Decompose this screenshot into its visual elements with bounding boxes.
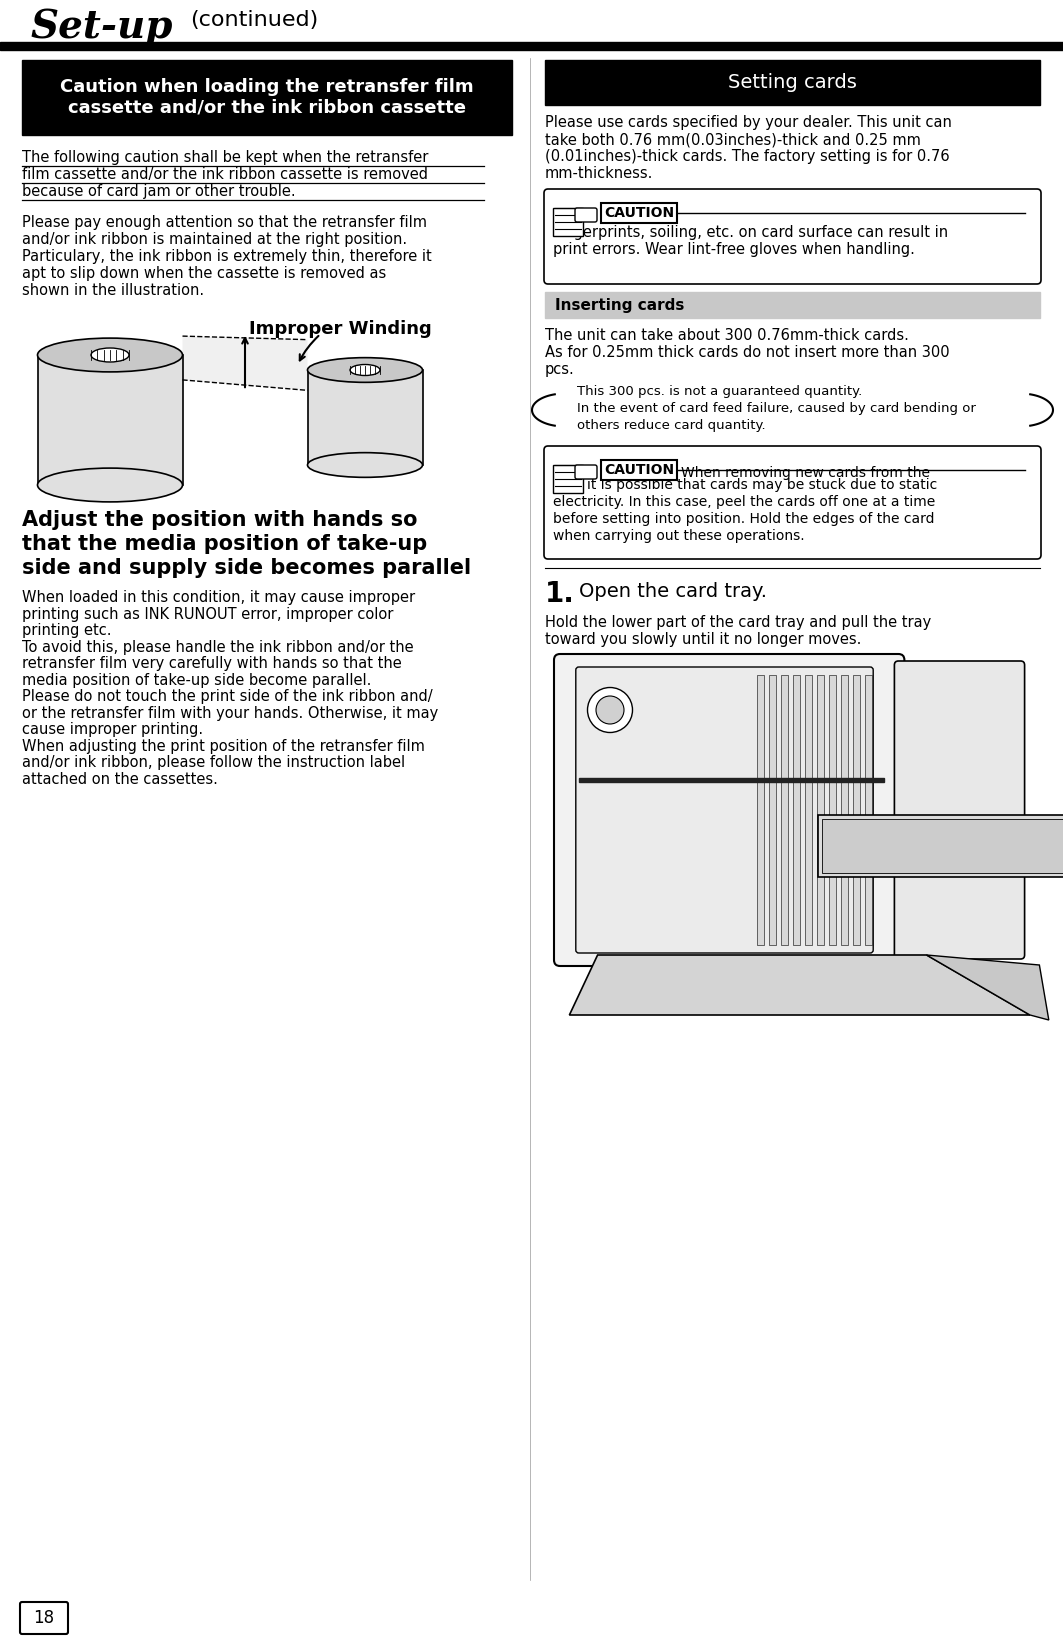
Text: Please pay enough attention so that the retransfer film: Please pay enough attention so that the … [22,215,427,230]
FancyBboxPatch shape [544,447,1041,558]
Text: Please use cards specified by your dealer. This unit can: Please use cards specified by your deale… [545,115,951,130]
Bar [817,675,825,946]
Ellipse shape [37,468,183,502]
Bar [307,369,422,465]
Ellipse shape [307,358,422,383]
Text: electricity. In this case, peel the cards off one at a time: electricity. In this case, peel the card… [553,494,935,509]
Text: CAUTION: CAUTION [604,463,674,476]
Text: When loaded in this condition, it may cause improper: When loaded in this condition, it may ca… [22,589,416,604]
Text: printing such as INK RUNOUT error, improper color: printing such as INK RUNOUT error, impro… [22,606,393,622]
FancyBboxPatch shape [817,814,1063,877]
Text: The unit can take about 300 0.76mm-thick cards.: The unit can take about 300 0.76mm-thick… [545,328,909,343]
Polygon shape [570,956,1030,1015]
FancyBboxPatch shape [575,465,597,479]
Bar [601,204,677,223]
Bar [545,61,1040,105]
Polygon shape [927,956,1049,1020]
Text: side and supply side becomes parallel: side and supply side becomes parallel [22,558,471,578]
Text: (0.01inches)-thick cards. The factory setting is for 0.76: (0.01inches)-thick cards. The factory se… [545,149,949,164]
Bar [854,675,860,946]
Text: film cassette and/or the ink ribbon cassette is removed: film cassette and/or the ink ribbon cass… [22,167,428,182]
Ellipse shape [350,365,379,376]
Text: In the event of card feed failure, caused by card bending or: In the event of card feed failure, cause… [577,402,976,415]
Text: Improper Winding: Improper Winding [249,320,432,338]
FancyBboxPatch shape [20,1603,68,1634]
Text: pcs.: pcs. [545,361,575,378]
Ellipse shape [588,688,632,732]
Text: 1.: 1. [545,580,575,608]
Text: box, it is possible that cards may be stuck due to static: box, it is possible that cards may be st… [553,478,938,493]
Text: toward you slowly until it no longer moves.: toward you slowly until it no longer mov… [545,632,861,647]
Text: As for 0.25mm thick cards do not insert more than 300: As for 0.25mm thick cards do not insert … [545,345,949,360]
FancyBboxPatch shape [544,189,1041,284]
Text: printing etc.: printing etc. [22,622,112,639]
Bar [0,43,1063,49]
Text: or the retransfer film with your hands. Otherwise, it may: or the retransfer film with your hands. … [22,706,438,721]
Text: Particulary, the ink ribbon is extremely thin, therefore it: Particulary, the ink ribbon is extremely… [22,250,432,264]
Text: retransfer film very carefully with hands so that the: retransfer film very carefully with hand… [22,657,402,672]
Text: when carrying out these operations.: when carrying out these operations. [553,529,805,544]
Text: Set-up: Set-up [30,8,172,46]
Text: and/or ink ribbon, please follow the instruction label: and/or ink ribbon, please follow the ins… [22,755,405,770]
Text: print errors. Wear lint-free gloves when handling.: print errors. Wear lint-free gloves when… [553,241,915,258]
FancyBboxPatch shape [822,819,1063,874]
Text: To avoid this, please handle the ink ribbon and/or the: To avoid this, please handle the ink rib… [22,639,414,655]
Text: This 300 pcs. is not a guaranteed quantity.: This 300 pcs. is not a guaranteed quanti… [577,384,862,397]
Bar [545,292,1040,319]
FancyBboxPatch shape [894,662,1025,959]
Bar [553,209,583,236]
Text: mm-thickness.: mm-thickness. [545,166,654,181]
Bar [793,675,800,946]
Text: Hold the lower part of the card tray and pull the tray: Hold the lower part of the card tray and… [545,616,931,631]
Text: shown in the illustration.: shown in the illustration. [22,282,204,297]
Text: before setting into position. Hold the edges of the card: before setting into position. Hold the e… [553,512,934,525]
Ellipse shape [307,453,422,478]
Bar [781,675,789,946]
Text: attached on the cassettes.: attached on the cassettes. [22,772,218,787]
Text: Setting cards: Setting cards [728,72,857,92]
Text: When adjusting the print position of the retransfer film: When adjusting the print position of the… [22,739,425,754]
Bar [842,675,848,946]
Bar [806,675,812,946]
Text: that the media position of take-up: that the media position of take-up [22,534,427,553]
Text: Please do not touch the print side of the ink ribbon and/: Please do not touch the print side of th… [22,690,433,704]
FancyBboxPatch shape [554,654,905,965]
Text: 18: 18 [33,1609,54,1627]
FancyBboxPatch shape [576,667,873,952]
Text: others reduce card quantity.: others reduce card quantity. [577,419,765,432]
Text: Inserting cards: Inserting cards [555,297,685,312]
Bar [553,465,583,493]
Text: and/or ink ribbon is maintained at the right position.: and/or ink ribbon is maintained at the r… [22,232,407,246]
Text: (continued): (continued) [190,10,318,30]
Ellipse shape [37,338,183,371]
Bar [601,460,677,479]
Bar [865,675,873,946]
Bar [22,61,512,135]
Text: Fingerprints, soiling, etc. on card surface can result in: Fingerprints, soiling, etc. on card surf… [553,225,948,240]
Text: take both 0.76 mm(0.03inches)-thick and 0.25 mm: take both 0.76 mm(0.03inches)-thick and … [545,131,921,148]
Text: media position of take-up side become parallel.: media position of take-up side become pa… [22,673,371,688]
Text: The following caution shall be kept when the retransfer: The following caution shall be kept when… [22,149,428,164]
Bar [829,675,837,946]
Text: CAUTION: CAUTION [604,205,674,220]
Text: apt to slip down when the cassette is removed as: apt to slip down when the cassette is re… [22,266,386,281]
Ellipse shape [91,348,129,361]
Text: Caution when loading the retransfer film
cassette and/or the ink ribbon cassette: Caution when loading the retransfer film… [61,79,474,117]
Text: Open the card tray.: Open the card tray. [579,581,767,601]
Text: because of card jam or other trouble.: because of card jam or other trouble. [22,184,296,199]
Polygon shape [183,337,307,391]
Text: When removing new cards from the: When removing new cards from the [681,466,930,479]
Bar [770,675,776,946]
FancyBboxPatch shape [575,209,597,222]
Text: Adjust the position with hands so: Adjust the position with hands so [22,511,418,530]
Bar [758,675,764,946]
Bar [578,778,884,782]
Text: cause improper printing.: cause improper printing. [22,722,203,737]
Ellipse shape [596,696,624,724]
Bar [37,355,183,484]
